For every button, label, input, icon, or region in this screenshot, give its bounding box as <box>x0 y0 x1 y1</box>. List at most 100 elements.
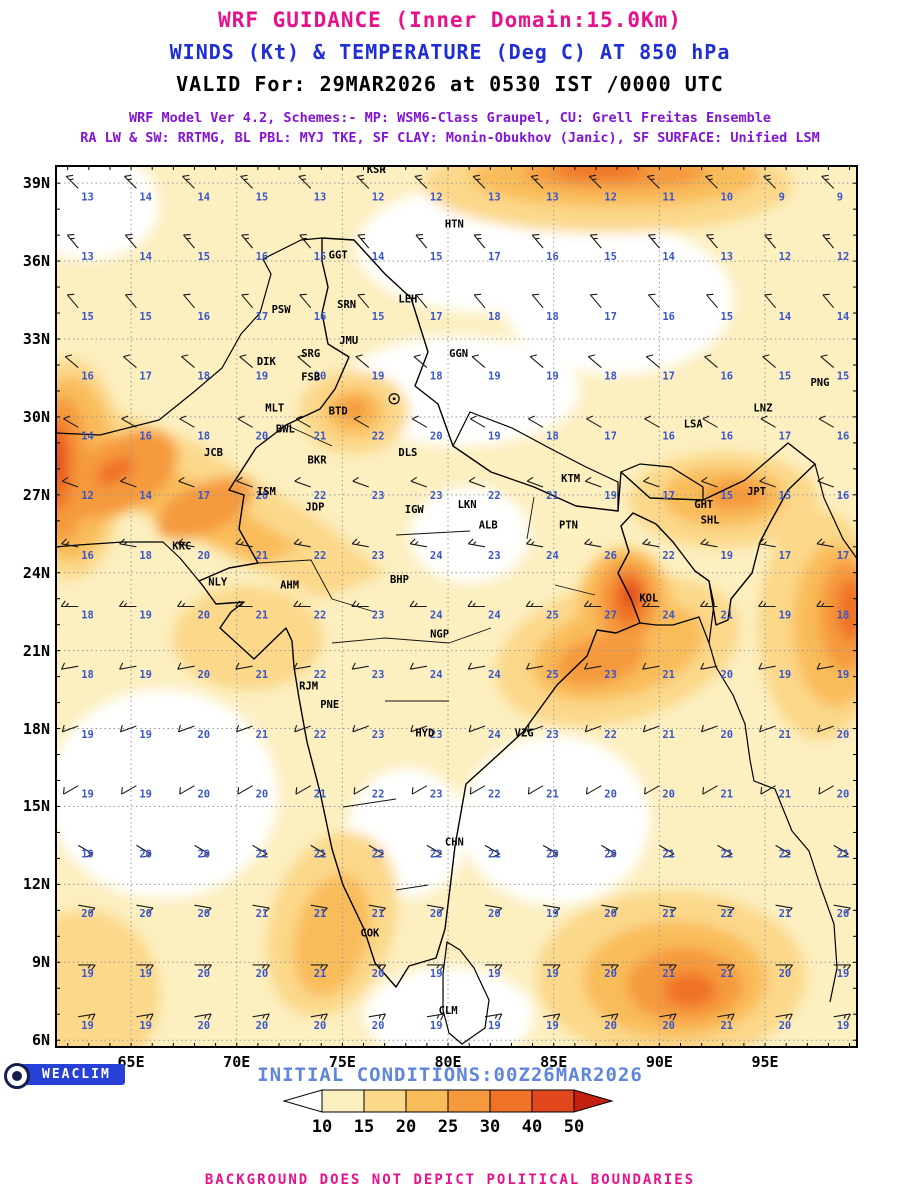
wind-barb <box>586 415 602 428</box>
wind-barb <box>583 600 602 608</box>
wind-barb <box>60 600 79 608</box>
wind-barb <box>124 293 137 309</box>
wind-barb <box>763 174 776 189</box>
wind-barb <box>526 538 544 548</box>
temp-value: 20 <box>197 550 210 562</box>
station-label-jdp: JDP <box>305 501 324 513</box>
wind-barb <box>642 538 660 548</box>
temp-value: 15 <box>720 311 733 323</box>
wind-barb <box>526 724 544 733</box>
wind-barb <box>587 354 602 369</box>
temp-value: 25 <box>546 669 559 681</box>
city-marker-dot <box>392 397 396 401</box>
wind-barb <box>822 293 835 309</box>
wind-barb <box>194 1013 212 1021</box>
temp-value: 16 <box>837 430 850 442</box>
temp-value: 17 <box>662 371 675 383</box>
temp-value: 20 <box>139 908 152 920</box>
wind-barb <box>295 415 311 428</box>
temp-value: 20 <box>662 1020 675 1032</box>
wind-barb <box>62 785 79 795</box>
temp-value: 20 <box>314 371 327 383</box>
wind-barb <box>468 476 486 488</box>
temp-value: 20 <box>604 968 617 980</box>
wind-barb <box>177 662 195 670</box>
temp-value: 19 <box>81 1020 94 1032</box>
temp-value: 20 <box>720 669 733 681</box>
temp-value: 20 <box>662 789 675 801</box>
wind-barb <box>409 662 427 670</box>
temp-value: 21 <box>662 848 675 860</box>
wind-barb <box>760 415 776 428</box>
lat-axis-label: 12N <box>22 875 50 894</box>
disclaimer-text: BACKGROUND DOES NOT DEPICT POLITICAL BOU… <box>204 1172 696 1188</box>
wind-barb <box>177 600 195 608</box>
temp-value: 15 <box>604 251 617 263</box>
temp-value: 23 <box>372 610 385 622</box>
temp-value: 18 <box>81 610 94 622</box>
wind-barb <box>764 293 777 309</box>
wind-barb <box>410 724 428 733</box>
wind-barb <box>179 785 195 795</box>
wind-barb <box>297 354 312 369</box>
temp-value: 13 <box>720 251 733 263</box>
temp-value: 22 <box>372 848 385 860</box>
wind-barb <box>410 476 428 488</box>
temp-value: 23 <box>372 490 385 502</box>
station-label-jmu: JMU <box>339 335 358 347</box>
wind-barb <box>357 293 370 309</box>
wind-barb <box>816 662 834 670</box>
lon-axis-label: 75E <box>328 1053 356 1071</box>
wind-barb <box>178 476 195 488</box>
temp-value: 22 <box>720 908 733 920</box>
temp-value: 22 <box>314 669 327 681</box>
lat-axis-label: 33N <box>22 330 50 348</box>
temp-value: 22 <box>314 729 327 741</box>
temp-value: 23 <box>604 669 617 681</box>
map-panel: 13 14 14 15 13 12 12 13 13 12 11 10 9 9 13 14 15 16 15 14 15… <box>55 164 858 1048</box>
temp-value: 19 <box>488 371 501 383</box>
temp-value: 16 <box>720 371 733 383</box>
wind-barb <box>659 904 677 914</box>
wind-barb <box>601 964 619 971</box>
temp-value: 23 <box>488 550 501 562</box>
wind-barb <box>426 904 445 914</box>
temp-value: 24 <box>430 669 443 681</box>
wind-barb <box>357 234 370 249</box>
wind-barb <box>177 724 195 733</box>
station-label-ngp: NGP <box>430 629 449 641</box>
wind-barb <box>525 600 544 608</box>
lat-axis-label: 36N <box>22 252 50 271</box>
wind-barb <box>182 174 195 189</box>
temp-value: 17 <box>779 550 792 562</box>
station-label-ahm: AHM <box>280 579 299 591</box>
station-label-hyd: HYD <box>415 727 434 739</box>
temp-value: 15 <box>372 311 385 323</box>
temp-value: 19 <box>430 968 443 980</box>
lat-axis-label: 6N <box>31 1031 50 1050</box>
temp-value: 21 <box>779 789 792 801</box>
wind-barb <box>310 904 328 914</box>
temp-value: 19 <box>139 968 152 980</box>
wind-barb <box>775 964 794 971</box>
wind-barb <box>119 662 137 670</box>
temp-value: 16 <box>546 251 559 263</box>
temp-value: 19 <box>81 729 94 741</box>
temp-value: 20 <box>779 968 792 980</box>
temp-value: 22 <box>372 430 385 442</box>
temp-value: 21 <box>488 848 501 860</box>
colorbar-segment <box>447 1089 491 1113</box>
temp-value: 23 <box>546 729 559 741</box>
wind-barb <box>758 538 776 548</box>
wind-barb <box>63 415 79 428</box>
temp-value: 19 <box>546 968 559 980</box>
temp-value: 15 <box>81 311 94 323</box>
wind-barb <box>120 476 137 488</box>
temp-value: 21 <box>256 669 269 681</box>
state-boundaries <box>257 424 596 891</box>
temp-value: 15 <box>779 371 792 383</box>
temp-value: 16 <box>139 430 152 442</box>
wind-barb <box>717 964 735 971</box>
lat-axis-label: 27N <box>22 485 50 504</box>
